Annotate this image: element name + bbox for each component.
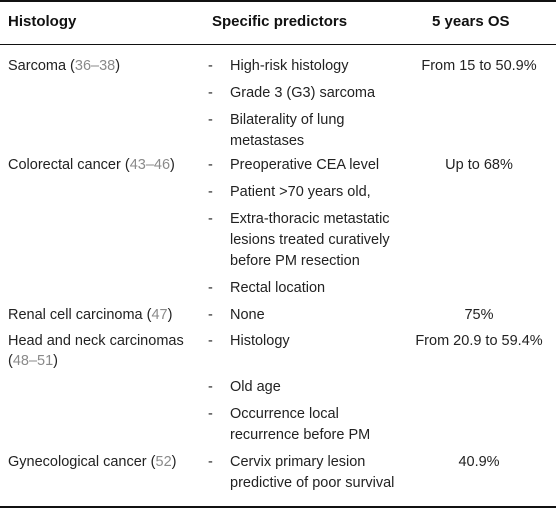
predictor-item: - Patient >70 years old, bbox=[208, 182, 408, 203]
bullet-dash: - bbox=[208, 211, 213, 227]
predictor-item: - None bbox=[208, 305, 408, 326]
predictor-item: - Histology bbox=[208, 331, 408, 352]
bullet-dash: - bbox=[208, 157, 213, 173]
predictor-item: - Extra-thoracic metastatic lesions treat… bbox=[208, 209, 408, 272]
table-bottom-rule bbox=[0, 506, 556, 508]
histology-name: Sarcoma bbox=[8, 58, 67, 74]
predictor-text: Preoperative CEA level bbox=[230, 157, 380, 173]
predictor-text: Cervix primary lesion predictive of poor… bbox=[230, 454, 395, 491]
predictor-text: Extra-thoracic metastatic lesions treate… bbox=[230, 211, 390, 269]
histology-name: Renal cell carcinoma bbox=[8, 307, 143, 323]
histology-cell: Head and neck carcinomas (48–51) bbox=[8, 333, 184, 369]
header-specific-predictors: Specific predictors bbox=[212, 13, 348, 30]
bullet-dash: - bbox=[208, 307, 213, 323]
os-cell: From 20.9 to 59.4% bbox=[415, 333, 543, 349]
predictor-text: High-risk histology bbox=[230, 58, 349, 74]
bullet-dash: - bbox=[208, 58, 213, 74]
reference-link[interactable]: 36–38 bbox=[74, 58, 116, 74]
histology-cell: Sarcoma (36–38) bbox=[8, 58, 121, 74]
os-cell: 40.9% bbox=[458, 454, 500, 470]
predictors-cell: - Preoperative CEA level - Patient >70 yea… bbox=[208, 155, 408, 305]
bullet-dash: - bbox=[208, 379, 213, 395]
predictor-text: Grade 3 (G3) sarcoma bbox=[230, 85, 376, 101]
predictor-item: - Grade 3 (G3) sarcoma bbox=[208, 83, 408, 104]
histology-name: Head and neck carcinomas bbox=[8, 333, 184, 349]
predictor-item: - Rectal location bbox=[208, 278, 408, 299]
bullet-dash: - bbox=[208, 184, 213, 200]
predictors-cell: - High-risk histology - Grade 3 (G3) sarco… bbox=[208, 56, 408, 158]
reference-link[interactable]: 43–46 bbox=[129, 157, 171, 173]
predictor-text: None bbox=[230, 307, 265, 323]
predictor-text: Histology bbox=[230, 333, 290, 349]
bullet-dash: - bbox=[208, 85, 213, 101]
predictors-cell: - Histology - Old age - Occurrence local re… bbox=[208, 331, 408, 452]
predictor-item: - Preoperative CEA level bbox=[208, 155, 408, 176]
table-header: Histology Specific predictors 5 years OS bbox=[0, 0, 556, 44]
predictor-text: Old age bbox=[230, 379, 281, 395]
histology-name: Gynecological cancer bbox=[8, 454, 147, 470]
predictors-cell: - None bbox=[208, 305, 408, 332]
os-cell: Up to 68% bbox=[445, 157, 513, 173]
predictor-item: - Cervix primary lesion predictive of poo… bbox=[208, 452, 408, 494]
predictors-cell: - Cervix primary lesion predictive of poo… bbox=[208, 452, 408, 500]
histology-name: Colorectal cancer bbox=[8, 157, 121, 173]
histology-cell: Gynecological cancer (52) bbox=[8, 454, 177, 470]
predictor-item: - Occurrence local recurrence before PM bbox=[208, 404, 408, 446]
predictor-item: - Old age bbox=[208, 377, 408, 398]
predictor-text: Bilaterality of lung metastases bbox=[230, 112, 345, 149]
histology-cell: Renal cell carcinoma (47) bbox=[8, 307, 173, 323]
predictor-item: - Bilaterality of lung metastases bbox=[208, 110, 408, 152]
predictor-text: Rectal location bbox=[230, 280, 326, 296]
header-histology: Histology bbox=[8, 13, 77, 30]
header-5-years-os: 5 years OS bbox=[432, 13, 510, 30]
predictor-text: Occurrence local recurrence before PM bbox=[230, 406, 371, 443]
bullet-dash: - bbox=[208, 333, 213, 349]
predictor-text: Patient >70 years old, bbox=[230, 184, 371, 200]
table-top-rule bbox=[0, 0, 556, 2]
bullet-dash: - bbox=[208, 280, 213, 296]
bullet-dash: - bbox=[208, 112, 213, 128]
bullet-dash: - bbox=[208, 406, 213, 422]
reference-link[interactable]: 47 bbox=[151, 307, 168, 323]
reference-link[interactable]: 52 bbox=[155, 454, 172, 470]
predictor-item: - High-risk histology bbox=[208, 56, 408, 77]
os-cell: From 15 to 50.9% bbox=[421, 58, 537, 74]
bullet-dash: - bbox=[208, 454, 213, 470]
histology-cell: Colorectal cancer (43–46) bbox=[8, 157, 175, 173]
os-cell: 75% bbox=[464, 307, 494, 323]
header-bottom-rule bbox=[0, 44, 556, 45]
reference-link[interactable]: 48–51 bbox=[12, 353, 54, 369]
